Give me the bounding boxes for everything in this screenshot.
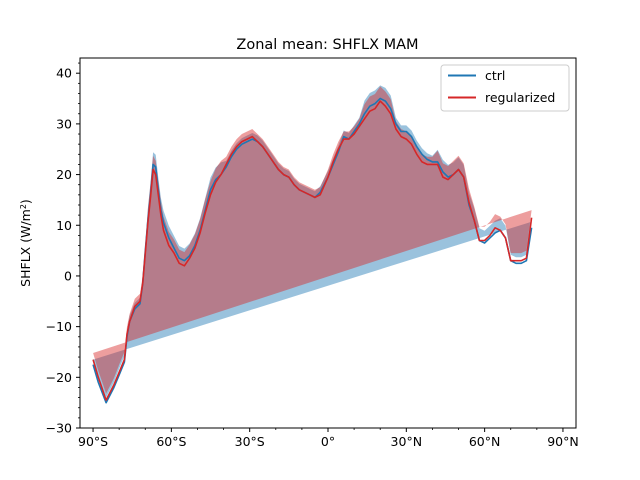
x-tick-label: 0° [321, 434, 335, 449]
legend-label-regularized: regularized [485, 90, 555, 105]
uncertainty-bands [93, 85, 532, 398]
y-tick-label: −10 [46, 319, 72, 334]
y-axis-label-main: SHFLX (W/m [18, 209, 33, 287]
y-tick-label: 40 [56, 66, 72, 81]
y-tick-label: 30 [56, 116, 72, 131]
x-tick-label: 90°S [78, 434, 108, 449]
x-axis: 90°S 60°S 30°S 0° 30°N 60°N 90°N [78, 428, 579, 449]
y-tick-label: 0 [64, 268, 72, 283]
band-ctrl [93, 85, 532, 398]
y-tick-label: −30 [46, 421, 72, 436]
y-tick-label: −20 [46, 370, 72, 385]
y-axis-label: SHFLX (W/m2) [18, 199, 33, 287]
series-lines [92, 97, 533, 404]
chart-title: Zonal mean: SHFLX MAM [236, 37, 418, 53]
x-tick-label: 90°N [547, 434, 579, 449]
line-regularized [92, 100, 533, 401]
y-axis-label-superscript: 2 [19, 204, 28, 209]
band-regularized [93, 86, 532, 394]
x-tick-label: 60°S [156, 434, 186, 449]
x-tick-label: 30°S [235, 434, 265, 449]
x-tick-label: 60°N [469, 434, 501, 449]
x-tick-label: 30°N [391, 434, 423, 449]
y-tick-label: 20 [56, 167, 72, 182]
legend: ctrl regularized [440, 64, 570, 112]
y-axis: −30 −20 −10 0 10 20 30 40 [46, 62, 80, 436]
legend-label-ctrl: ctrl [485, 68, 505, 83]
y-tick-label: 10 [56, 218, 72, 233]
y-axis-label-close: ) [18, 199, 33, 204]
